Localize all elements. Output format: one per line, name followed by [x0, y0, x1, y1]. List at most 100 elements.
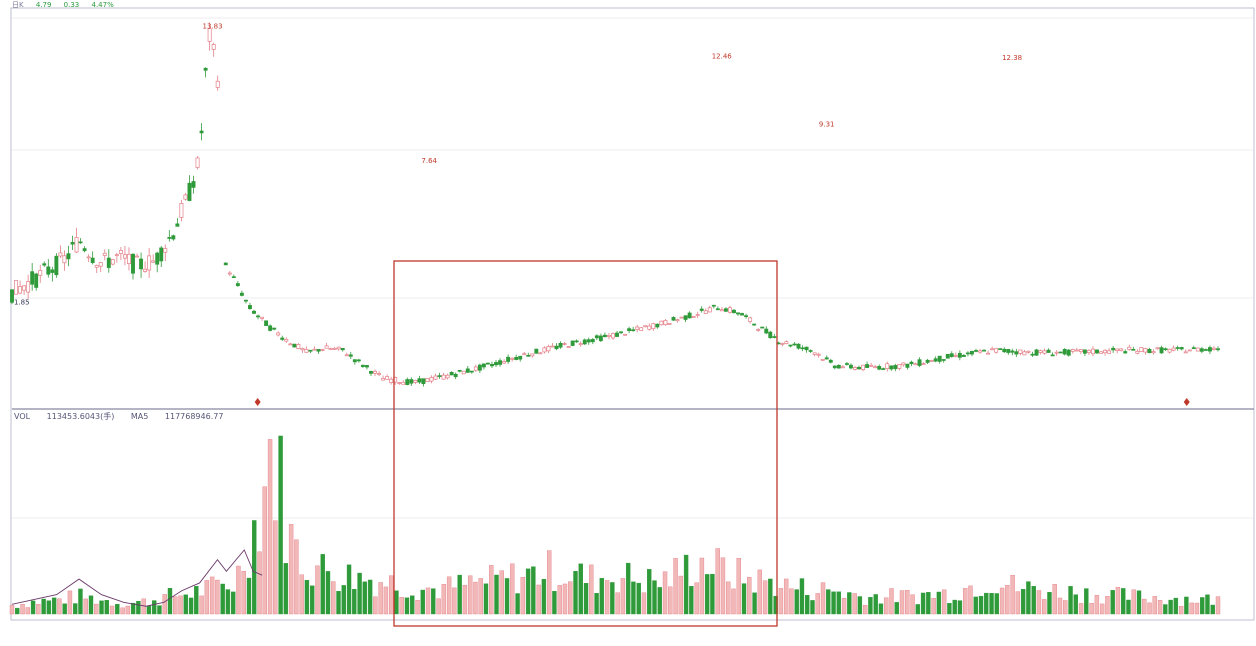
volume-bar	[320, 554, 325, 615]
candle-body	[235, 283, 240, 287]
candle-body	[401, 381, 406, 385]
volume-bar	[973, 596, 978, 615]
candle-body	[457, 369, 462, 372]
volume-bar	[947, 603, 952, 615]
candle-body	[199, 130, 204, 134]
candle-body	[356, 359, 361, 362]
volume-bar	[478, 578, 483, 615]
candle-body	[1082, 349, 1087, 354]
volume-bar	[878, 603, 884, 615]
candle-body	[1159, 347, 1164, 354]
candle-body	[1127, 346, 1132, 350]
volume-bar	[994, 593, 1000, 615]
vol-value: 113453.6043(手)	[46, 412, 115, 421]
candle-body	[965, 352, 970, 355]
volume-bar	[678, 575, 684, 615]
candle-body	[982, 349, 987, 352]
candle-body	[139, 258, 144, 270]
candle-body	[1139, 347, 1144, 353]
candle-body	[582, 339, 587, 345]
candle-body	[796, 343, 801, 349]
candle-body	[1175, 347, 1180, 349]
last-price: 4.79	[35, 1, 52, 9]
volume-bar	[241, 571, 246, 615]
candle-body	[10, 289, 14, 303]
candle-body	[465, 368, 470, 373]
candle-body	[1155, 347, 1160, 350]
volume-bar	[357, 572, 362, 615]
candle-body	[784, 341, 789, 344]
volume-bar	[757, 569, 763, 615]
candle-body	[732, 309, 736, 314]
candle-body	[679, 316, 684, 319]
volume-bar	[388, 575, 394, 615]
candle-body	[473, 366, 478, 371]
volume-bar	[267, 439, 273, 615]
volume-bar	[431, 588, 436, 615]
volume-bar	[309, 585, 315, 615]
candle-body	[994, 348, 999, 353]
candle-body	[703, 310, 708, 314]
candle-body	[728, 307, 732, 313]
candle-body	[292, 343, 297, 348]
candle-body	[122, 254, 127, 259]
candle-body	[328, 348, 333, 350]
volume-bar	[1078, 603, 1084, 615]
volume-bar	[15, 607, 20, 615]
volume-bar	[936, 591, 942, 615]
volume-bar	[831, 591, 836, 615]
volume-bar	[673, 558, 678, 615]
candle-body	[663, 320, 668, 326]
candle-body	[268, 325, 273, 331]
candle-body	[905, 363, 910, 368]
candle-body	[163, 248, 168, 253]
candle-body	[243, 299, 248, 302]
candle-body	[1086, 350, 1091, 353]
candle-body	[611, 333, 615, 339]
candle-body	[360, 364, 365, 367]
candle-body	[131, 253, 135, 274]
price-label: 7.64	[421, 157, 437, 165]
volume-bar	[726, 581, 731, 615]
candle-body	[90, 257, 95, 264]
volume-bar	[510, 563, 515, 615]
volume-bar	[178, 595, 183, 615]
candle-body	[820, 358, 825, 361]
candle-body	[861, 364, 866, 370]
chart-header: 日K 4.79 0.33 4.47%	[12, 0, 124, 10]
candle-body	[46, 266, 51, 275]
volume-bar	[647, 569, 652, 615]
volume-bar	[641, 592, 647, 615]
candle-body	[1099, 351, 1103, 354]
candle-body	[836, 364, 841, 369]
candle-body	[873, 366, 878, 369]
volume-bar	[557, 585, 562, 615]
volume-bar	[204, 580, 210, 615]
candle-body	[155, 252, 160, 265]
volume-bar	[747, 576, 752, 615]
candle-body	[534, 348, 539, 354]
volume-bar	[94, 603, 99, 615]
candle-body	[413, 380, 418, 383]
volume-bar	[399, 597, 404, 615]
volume-bar	[1136, 590, 1142, 615]
ma-label: MA5	[130, 412, 149, 421]
candle-body	[373, 370, 377, 374]
volume-bar	[315, 565, 320, 615]
candle-body	[494, 362, 498, 366]
candle-body	[574, 340, 579, 343]
volume-bar	[188, 597, 194, 615]
candle-body	[1151, 351, 1156, 354]
highlight-rectangle	[393, 260, 778, 627]
candle-body	[945, 353, 950, 359]
volume-bar	[894, 602, 899, 615]
volume-bar	[446, 576, 452, 615]
candle-body	[877, 366, 882, 370]
candle-body	[602, 334, 607, 338]
volume-bar	[625, 562, 631, 615]
candle-body	[159, 247, 164, 262]
volume-bar	[536, 584, 541, 615]
period-selector[interactable]: 日K	[12, 1, 24, 9]
candle-body	[586, 339, 591, 343]
candle-body	[143, 268, 148, 272]
